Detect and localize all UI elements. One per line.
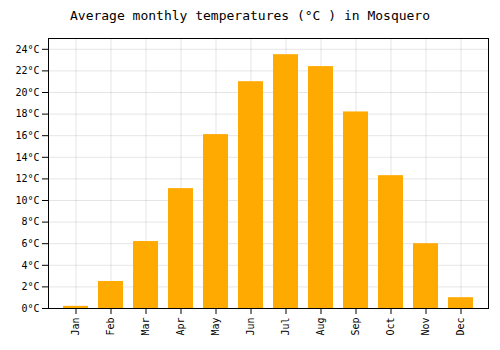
svg-text:2°C: 2°C [21, 281, 39, 292]
svg-text:Apr: Apr [175, 318, 186, 336]
svg-text:10°C: 10°C [15, 195, 39, 206]
svg-text:24°C: 24°C [15, 44, 39, 55]
svg-text:Oct: Oct [385, 318, 396, 336]
svg-text:Jun: Jun [245, 318, 256, 336]
svg-text:14°C: 14°C [15, 152, 39, 163]
svg-text:20°C: 20°C [15, 87, 39, 98]
svg-text:May: May [210, 318, 221, 336]
svg-text:Feb: Feb [105, 318, 116, 336]
svg-text:8°C: 8°C [21, 216, 39, 227]
svg-text:Jan: Jan [70, 318, 81, 336]
svg-text:Jul: Jul [280, 318, 291, 336]
svg-text:Aug: Aug [315, 318, 326, 336]
html-text:Average monthly temperatures (: Average monthly temperatures (°C ) in Mo… [70, 8, 430, 23]
svg-text:0°C: 0°C [21, 303, 39, 314]
svg-text:4°C: 4°C [21, 260, 39, 271]
svg-text:6°C: 6°C [21, 238, 39, 249]
svg-text:22°C: 22°C [15, 65, 39, 76]
svg-text:Mar: Mar [140, 318, 151, 336]
svg-text:18°C: 18°C [15, 108, 39, 119]
svg-text:16°C: 16°C [15, 130, 39, 141]
svg-text:12°C: 12°C [15, 173, 39, 184]
svg-text:Sep: Sep [350, 318, 361, 336]
svg-text:Nov: Nov [420, 318, 431, 336]
svg-text:Dec: Dec [455, 318, 466, 336]
